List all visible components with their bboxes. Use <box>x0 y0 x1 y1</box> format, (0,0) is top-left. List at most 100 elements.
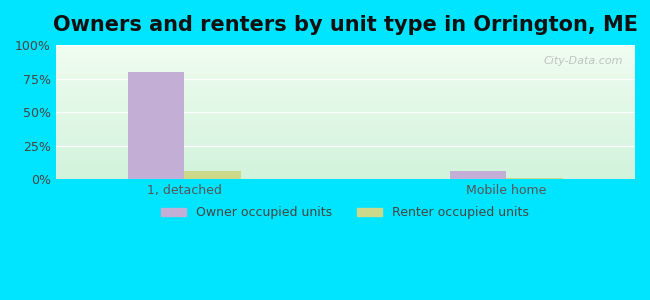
Bar <box>56 120 635 121</box>
Bar <box>56 105 635 106</box>
Bar <box>56 168 635 169</box>
Bar <box>56 124 635 125</box>
Bar <box>56 127 635 128</box>
Bar <box>56 103 635 104</box>
Legend: Owner occupied units, Renter occupied units: Owner occupied units, Renter occupied un… <box>157 201 534 224</box>
Bar <box>56 86 635 87</box>
Bar <box>56 132 635 133</box>
Bar <box>56 90 635 91</box>
Bar <box>56 101 635 102</box>
Bar <box>56 80 635 81</box>
Bar <box>128 72 185 179</box>
Bar <box>56 163 635 164</box>
Bar <box>56 138 635 139</box>
Bar <box>56 52 635 53</box>
Bar <box>56 169 635 170</box>
Bar <box>56 147 635 148</box>
Bar <box>56 158 635 159</box>
Bar <box>56 162 635 163</box>
Bar <box>56 115 635 116</box>
Bar <box>56 122 635 123</box>
Bar <box>56 155 635 156</box>
Bar <box>56 151 635 152</box>
Bar <box>56 58 635 59</box>
Bar <box>56 78 635 79</box>
Bar <box>56 75 635 76</box>
Bar <box>56 94 635 95</box>
Bar <box>56 66 635 67</box>
Bar <box>56 165 635 166</box>
Bar <box>56 107 635 108</box>
Bar <box>56 53 635 54</box>
Bar <box>56 129 635 130</box>
Bar <box>56 141 635 142</box>
Bar <box>56 79 635 80</box>
Bar <box>56 126 635 127</box>
Bar <box>56 125 635 126</box>
Bar <box>56 55 635 56</box>
Bar <box>56 95 635 96</box>
Bar <box>56 152 635 153</box>
Bar <box>56 71 635 72</box>
Bar <box>56 72 635 73</box>
Bar <box>56 146 635 147</box>
Bar <box>56 93 635 94</box>
Bar <box>56 154 635 155</box>
Bar <box>56 104 635 105</box>
Bar <box>56 169 635 170</box>
Bar <box>56 48 635 49</box>
Bar <box>56 178 635 179</box>
Bar <box>56 114 635 115</box>
Bar <box>56 118 635 119</box>
Bar <box>56 123 635 124</box>
Bar <box>56 77 635 78</box>
Bar <box>56 140 635 141</box>
Bar <box>56 145 635 146</box>
Bar <box>56 65 635 66</box>
Bar <box>56 73 635 74</box>
Bar <box>56 148 635 149</box>
Bar <box>56 128 635 129</box>
Bar <box>56 99 635 100</box>
Text: City-Data.com: City-Data.com <box>544 56 623 66</box>
Bar <box>56 139 635 140</box>
Bar <box>56 88 635 89</box>
Bar <box>56 89 635 90</box>
Bar <box>450 171 506 179</box>
Bar <box>56 167 635 168</box>
Bar <box>56 134 635 135</box>
Bar <box>56 171 635 172</box>
Bar <box>56 84 635 85</box>
Bar <box>56 172 635 173</box>
Bar <box>56 82 635 83</box>
Bar <box>56 54 635 55</box>
Bar <box>56 113 635 114</box>
Bar <box>56 131 635 132</box>
Bar <box>56 161 635 162</box>
Bar <box>56 160 635 161</box>
Bar <box>56 63 635 64</box>
Bar <box>56 133 635 134</box>
Bar <box>56 60 635 61</box>
Bar <box>185 171 240 179</box>
Bar <box>56 92 635 93</box>
Bar <box>56 46 635 47</box>
Bar <box>56 57 635 58</box>
Bar <box>56 56 635 57</box>
Bar <box>56 98 635 99</box>
Bar <box>56 61 635 62</box>
Bar <box>56 142 635 143</box>
Bar <box>56 170 635 171</box>
Bar <box>56 68 635 69</box>
Bar <box>56 159 635 160</box>
Bar <box>56 49 635 50</box>
Bar <box>56 166 635 167</box>
Bar <box>56 67 635 68</box>
Bar <box>56 177 635 178</box>
Bar <box>56 69 635 70</box>
Bar <box>56 164 635 165</box>
Bar <box>56 173 635 174</box>
Bar <box>56 150 635 151</box>
Bar <box>56 81 635 82</box>
Bar <box>56 176 635 177</box>
